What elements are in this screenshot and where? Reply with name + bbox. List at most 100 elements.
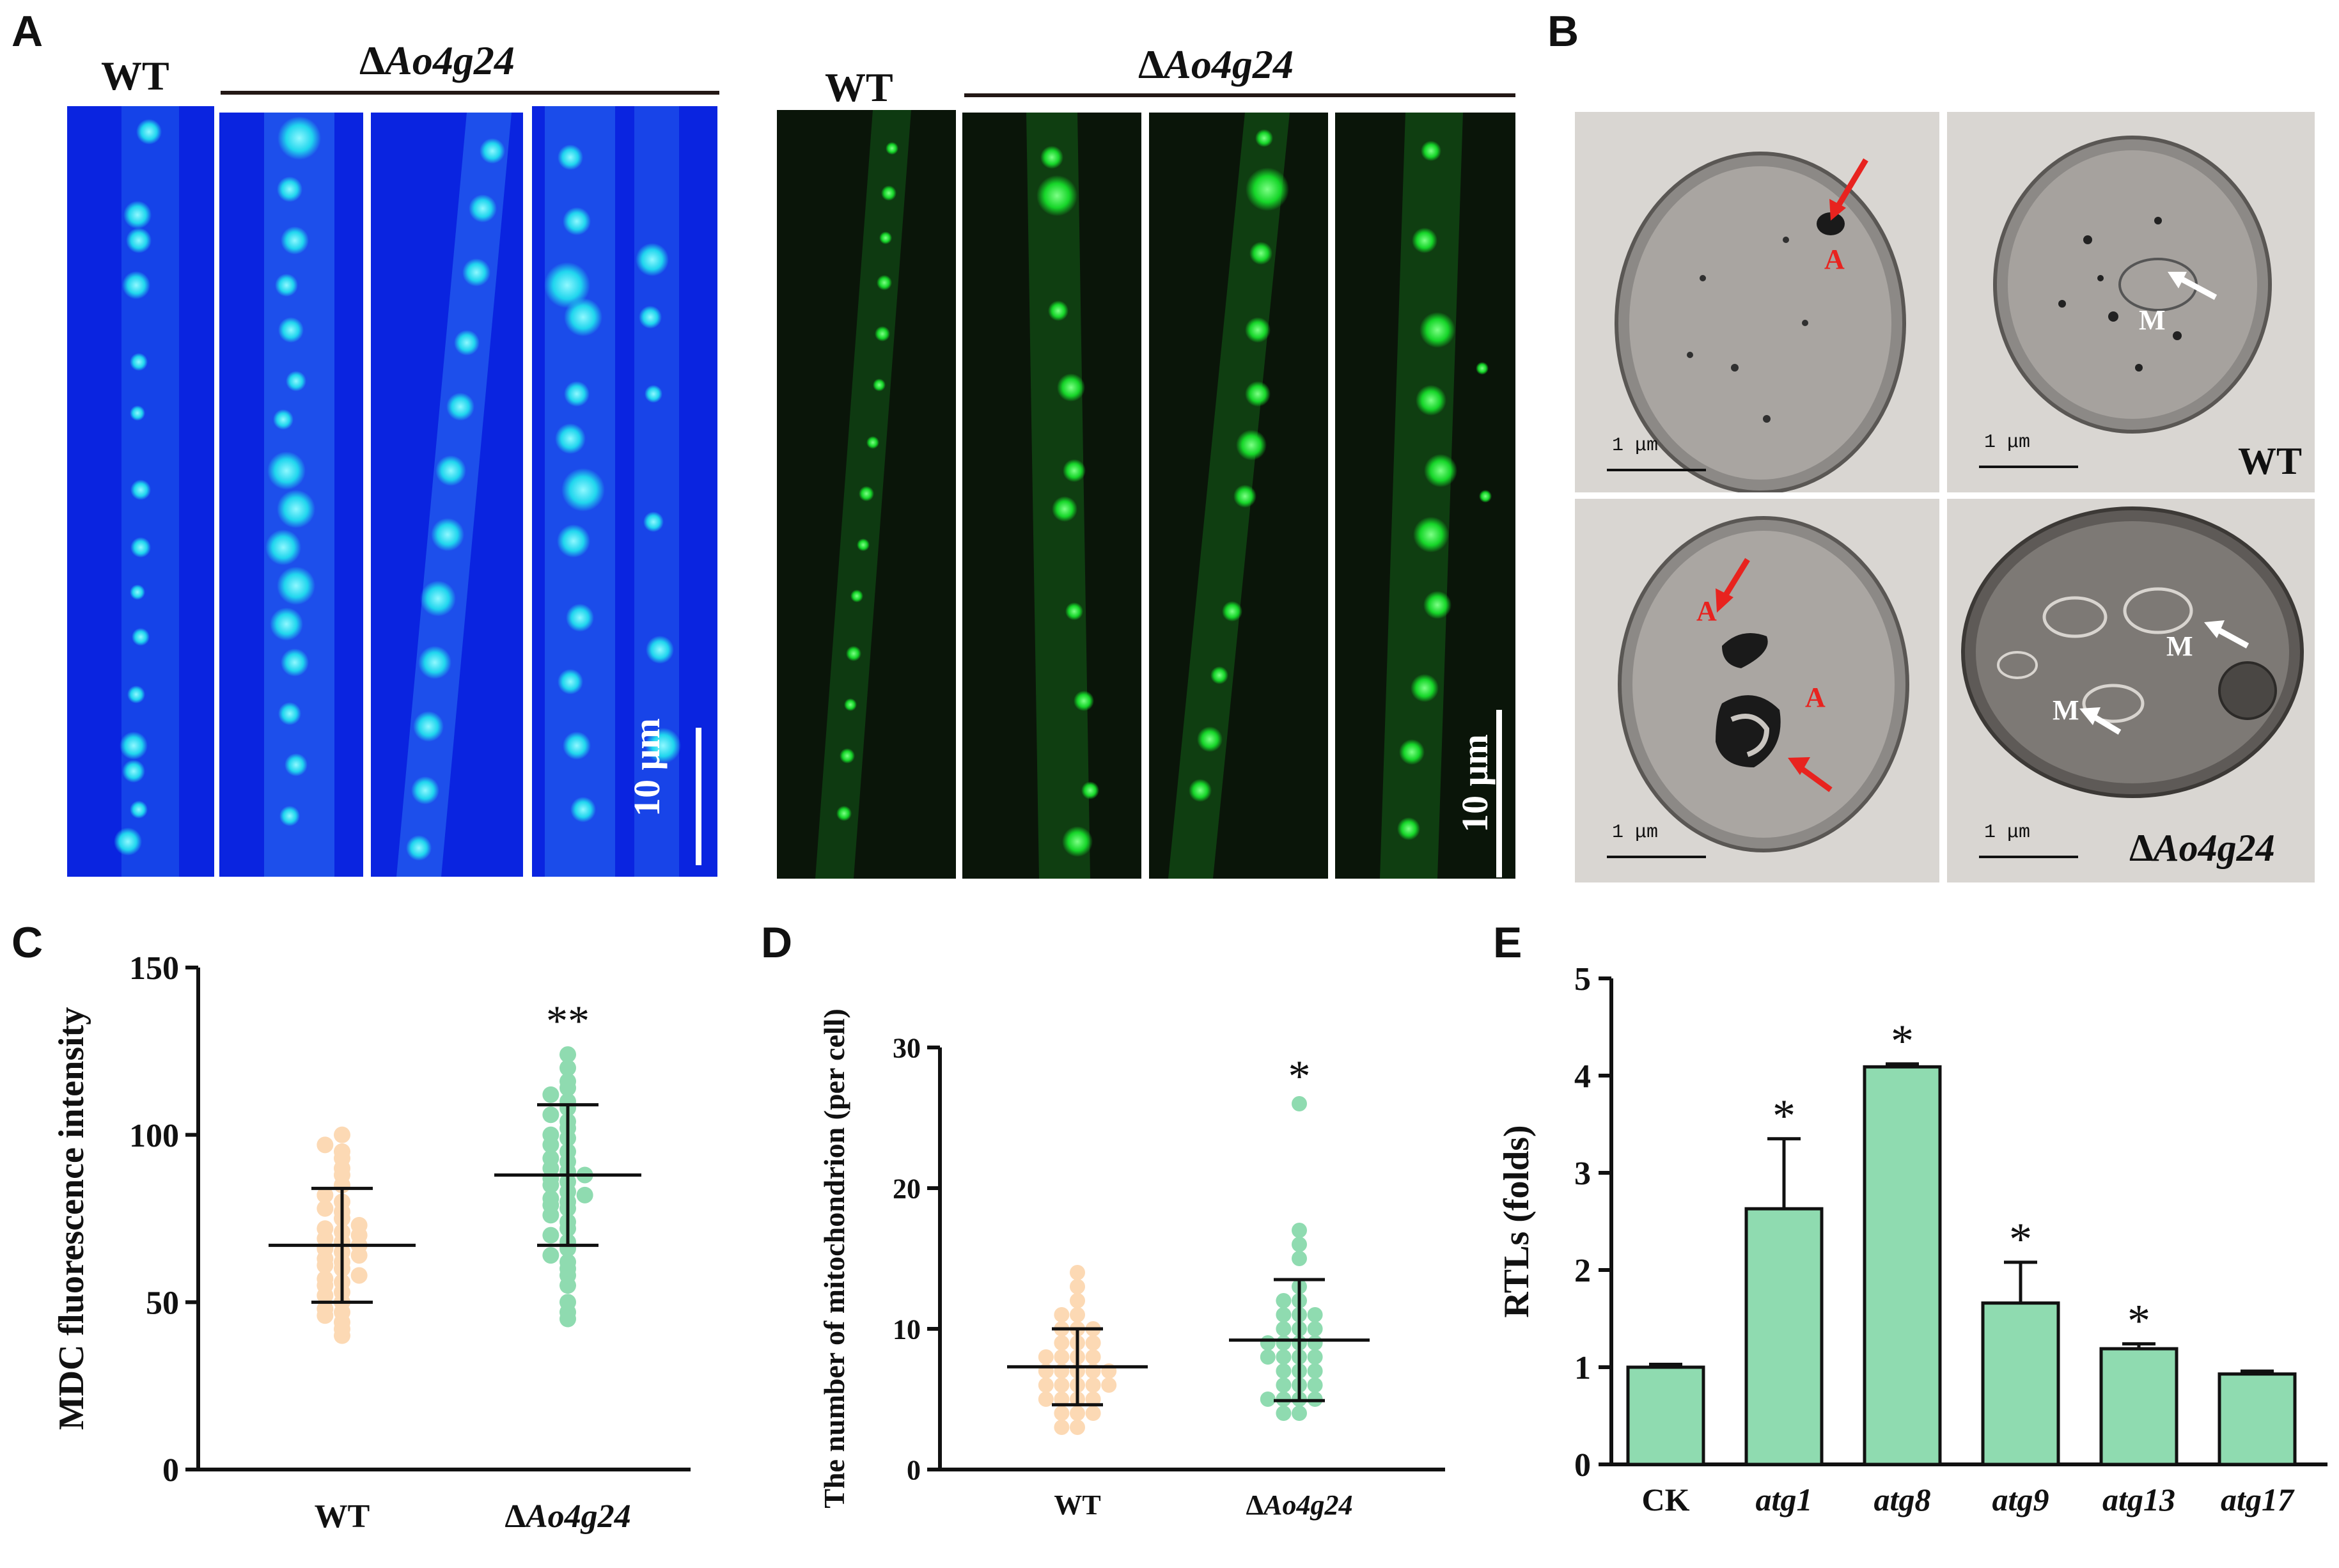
data-point bbox=[542, 1106, 559, 1124]
x-tick-label: atg17 bbox=[2221, 1482, 2295, 1517]
y-tick-label: 1 bbox=[1574, 1350, 1591, 1386]
gfp-image-mutant-2 bbox=[1149, 113, 1328, 879]
data-point bbox=[1307, 1363, 1323, 1379]
mdc-mutant-prefix: Δ bbox=[359, 38, 386, 83]
tem-mutant-1-cell bbox=[1607, 516, 1909, 858]
y-axis-label: MDC fluorescence intensity bbox=[52, 1007, 91, 1431]
data-point bbox=[1276, 1293, 1292, 1308]
gfp-mutant-label: ΔAo4g24 bbox=[1138, 41, 1294, 88]
data-point bbox=[1276, 1406, 1292, 1421]
data-point bbox=[1276, 1349, 1292, 1365]
data-point bbox=[350, 1216, 368, 1234]
data-point bbox=[1054, 1420, 1070, 1435]
gfp-mutant-gene: Ao4g24 bbox=[1164, 42, 1294, 87]
data-point bbox=[1054, 1335, 1070, 1351]
tem-wt-2-mitochondrion-label: M bbox=[2139, 304, 2166, 336]
tem-mutant-gene: Ao4g24 bbox=[2153, 827, 2275, 869]
data-point bbox=[350, 1267, 368, 1284]
gfp-mutant-1-puncta bbox=[1026, 113, 1099, 879]
x-tick-label: atg9 bbox=[1992, 1482, 2049, 1517]
x-tick-label: WT bbox=[1054, 1489, 1100, 1521]
data-point bbox=[1292, 1251, 1307, 1266]
data-point bbox=[542, 1086, 559, 1103]
panel-label-e: E bbox=[1493, 918, 1522, 967]
tem-wt-2: M 1 μm WT bbox=[1947, 112, 2315, 492]
tem-wt-1: A 1 μm bbox=[1575, 112, 1939, 492]
tem-wt-1-autophagosome-label: A bbox=[1824, 244, 1845, 275]
y-tick-label: 0 bbox=[162, 1452, 179, 1489]
bar bbox=[2099, 1347, 2179, 1466]
panel-label-c: C bbox=[12, 918, 43, 967]
data-point bbox=[1085, 1349, 1101, 1365]
x-tick-label: ΔAo4g24 bbox=[505, 1498, 630, 1535]
data-point bbox=[317, 1270, 334, 1287]
gfp-scale-label: 10 μm bbox=[1454, 734, 1496, 833]
y-tick-label: 150 bbox=[129, 950, 179, 987]
tem-mutant-1-autophagosome-label-2: A bbox=[1805, 682, 1826, 713]
data-point bbox=[559, 1072, 576, 1090]
data-point bbox=[542, 1227, 559, 1244]
x-tick-gene: Ao4g24 bbox=[1262, 1489, 1352, 1521]
data-point bbox=[1292, 1406, 1307, 1421]
tem-wt-2-scale-label: 1 μm bbox=[1984, 432, 2031, 453]
data-point bbox=[1070, 1279, 1085, 1294]
x-tick-label: atg13 bbox=[2102, 1482, 2175, 1517]
data-point bbox=[1307, 1335, 1323, 1351]
significance-marker: * bbox=[1772, 1090, 1795, 1141]
x-tick-label: WT bbox=[315, 1498, 370, 1535]
panel-label-a: A bbox=[12, 7, 43, 56]
mdc-mutant-gene: Ao4g24 bbox=[385, 38, 515, 83]
mdc-image-wt bbox=[67, 106, 214, 877]
data-point bbox=[1070, 1293, 1085, 1308]
bar bbox=[2218, 1372, 2297, 1466]
gfp-image-wt bbox=[777, 110, 956, 879]
tem-mutant-1-autophagosome-label-1: A bbox=[1696, 595, 1717, 627]
bar bbox=[1744, 1207, 1824, 1466]
data-point bbox=[1038, 1392, 1054, 1407]
data-point bbox=[317, 1300, 334, 1317]
y-tick-label: 30 bbox=[893, 1032, 921, 1063]
data-point bbox=[542, 1126, 559, 1143]
y-tick-label: 20 bbox=[893, 1173, 921, 1204]
mdc-wt-puncta bbox=[114, 106, 179, 877]
mdc-scale-bar bbox=[696, 728, 701, 865]
data-point bbox=[542, 1247, 559, 1264]
mdc-image-mutant-2 bbox=[371, 113, 523, 877]
data-point bbox=[1085, 1377, 1101, 1393]
gfp-wt-label: WT bbox=[825, 65, 893, 110]
y-tick-label: 0 bbox=[1574, 1447, 1591, 1484]
data-point bbox=[576, 1186, 593, 1203]
x-tick-label: atg1 bbox=[1756, 1482, 1813, 1517]
data-point bbox=[1085, 1406, 1101, 1421]
tem-mutant-1: A A 1 μm bbox=[1575, 499, 1939, 882]
significance-marker: * bbox=[2009, 1214, 2032, 1265]
data-point bbox=[559, 1294, 576, 1311]
data-point bbox=[1070, 1307, 1085, 1322]
data-point bbox=[1070, 1265, 1085, 1280]
tem-mutant-2-scale-label: 1 μm bbox=[1984, 822, 2031, 843]
bar bbox=[1626, 1365, 1705, 1466]
tem-mutant-2: M M 1 μm ΔAo4g24 bbox=[1947, 499, 2315, 882]
mdc-scale-label: 10 μm bbox=[626, 718, 668, 817]
gfp-mutant-2-puncta bbox=[1168, 113, 1290, 879]
data-point bbox=[1054, 1406, 1070, 1421]
gfp-mutant-bracket bbox=[964, 93, 1515, 97]
data-point bbox=[334, 1143, 350, 1160]
data-point bbox=[1292, 1096, 1307, 1111]
y-axis-label: RTLs (folds) bbox=[1497, 1125, 1537, 1317]
tem-wt-1-cell bbox=[1607, 152, 1906, 492]
mdc-mutant-3-puncta bbox=[544, 106, 681, 877]
tem-wt-2-cell bbox=[1979, 136, 2272, 468]
data-point bbox=[1054, 1377, 1070, 1393]
mdc-image-mutant-3 bbox=[532, 106, 717, 877]
gfp-mutant-3-puncta bbox=[1380, 113, 1492, 879]
data-point bbox=[542, 1150, 559, 1167]
mdc-mutant-label: ΔAo4g24 bbox=[359, 37, 515, 84]
significance-marker: * bbox=[2127, 1296, 2150, 1347]
data-point bbox=[1260, 1349, 1276, 1365]
tem-mutant-2-mitochondrion-label-1: M bbox=[2166, 631, 2193, 662]
data-point bbox=[317, 1136, 334, 1154]
mdc-mutant-1-puncta bbox=[264, 113, 334, 877]
mdc-mutant-bracket bbox=[221, 91, 719, 95]
data-point bbox=[1070, 1420, 1085, 1435]
